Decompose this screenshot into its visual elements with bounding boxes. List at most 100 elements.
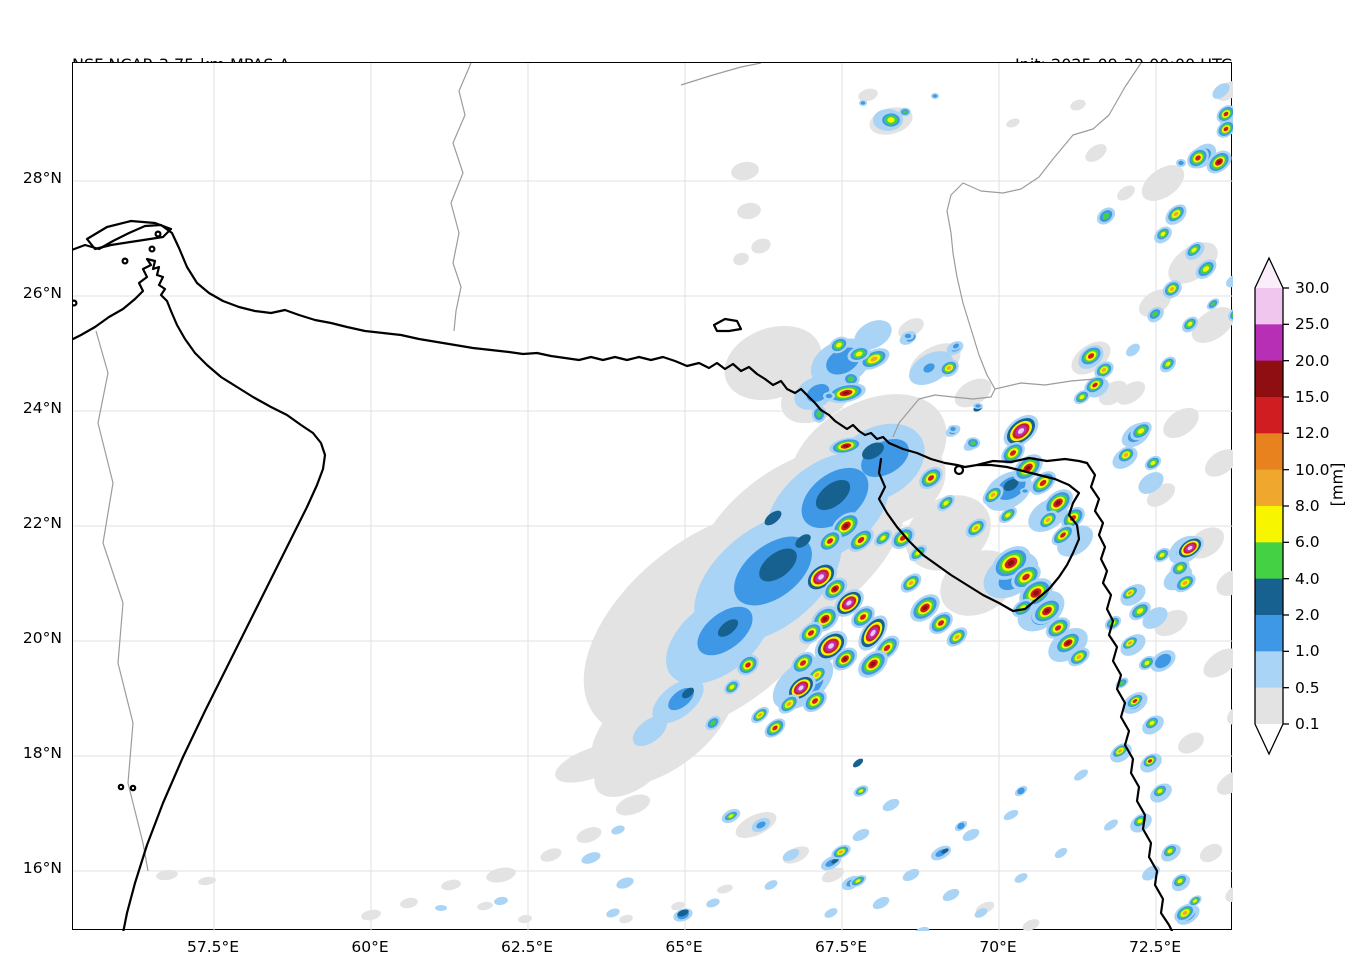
precip-patch-light	[198, 876, 216, 886]
precip-patch-light	[1022, 919, 1040, 931]
precip-patch-lightblue	[706, 898, 720, 908]
precip-cell	[1003, 414, 1039, 448]
precip-cell	[1116, 446, 1136, 464]
precip-cell	[832, 647, 858, 671]
precip-cell	[965, 437, 981, 449]
precip-patch-darkblue	[1003, 479, 1019, 491]
precip-cell-ring	[1022, 573, 1030, 581]
precip-cell	[1161, 843, 1179, 859]
precip-patch-light	[555, 743, 631, 783]
precip-cell	[834, 589, 864, 617]
border-oman-uae	[95, 330, 149, 872]
colorbar-tick-label: 25.0	[1295, 315, 1330, 334]
precip-cell	[1143, 715, 1161, 731]
precip-cell	[826, 382, 866, 404]
precip-patch-darkblue	[795, 534, 811, 548]
precip-cell	[1138, 655, 1156, 671]
precip-cell	[778, 694, 800, 714]
precip-cell-ring	[1223, 111, 1229, 117]
precip-cell-ring	[870, 661, 876, 667]
y-axis-tick-label: 18°N	[22, 744, 62, 762]
precip-cell-ring	[832, 587, 838, 591]
precip-cell-ring	[1193, 899, 1197, 903]
precip-cell	[1020, 488, 1030, 494]
y-axis-tick-label: 28°N	[22, 169, 62, 187]
precip-patch-light	[751, 238, 771, 254]
precip-cell	[999, 506, 1017, 524]
precip-cell	[849, 875, 867, 887]
precip-patch-midblue	[1017, 787, 1025, 795]
colorbar-segment	[1255, 433, 1283, 471]
precip-cell-ring	[1055, 500, 1061, 506]
precip-cell	[1153, 547, 1171, 563]
colorbar-unit-label: [mm]	[1327, 462, 1347, 506]
precip-patch-light	[1204, 449, 1233, 477]
colorbar-segment	[1255, 615, 1283, 652]
precip-cell-ring	[811, 698, 819, 704]
precip-cell	[1151, 783, 1169, 799]
precip-patch-darkblue	[815, 479, 851, 511]
precip-cell	[1130, 421, 1152, 441]
colorbar-segment	[1255, 578, 1283, 616]
colorbar-tick-label: 0.1	[1295, 715, 1320, 733]
precip-cell	[1073, 389, 1091, 405]
precip-patch-light	[1070, 99, 1086, 111]
precip-cell-ring	[846, 600, 852, 606]
x-axis-tick-label: 70°E	[979, 938, 1017, 956]
precip-cell	[1160, 356, 1176, 372]
precip-cell-ring	[1087, 353, 1095, 359]
precip-cell	[1084, 375, 1106, 395]
precip-patch-light	[615, 794, 651, 816]
precip-cell-ring	[1119, 680, 1125, 686]
precip-cell-ring	[1127, 641, 1133, 645]
precip-cell-ring	[970, 440, 976, 446]
y-axis-tick-label: 16°N	[22, 859, 62, 877]
precip-cell-ring	[1167, 848, 1173, 854]
precip-patch-darkblue	[681, 687, 695, 699]
precip-cell-ring	[1165, 361, 1171, 367]
precip-cell	[1037, 510, 1059, 530]
y-axis-tick-label: 24°N	[22, 399, 62, 417]
precip-cell	[1216, 120, 1233, 138]
precip-cell-ring	[1127, 591, 1133, 595]
precip-cell-ring	[1054, 625, 1062, 631]
precip-cell-ring	[1102, 212, 1110, 220]
colorbar-tick-label: 6.0	[1295, 533, 1320, 552]
precip-cell	[859, 100, 867, 106]
colorbar-segment	[1255, 651, 1283, 689]
precip-patch-lightblue	[1054, 847, 1068, 859]
colorbar-unit: [mm]	[1316, 400, 1358, 568]
precip-cell-ring	[757, 713, 763, 717]
precip-patch-lightblue	[616, 877, 634, 889]
precip-cell-ring	[1044, 608, 1050, 614]
precip-patch-lightblue	[1003, 809, 1019, 821]
precip-cell-ring	[1178, 160, 1184, 166]
precip-cell	[829, 437, 863, 455]
precip-cell	[1110, 743, 1130, 759]
precip-cell-ring	[1149, 720, 1155, 726]
colorbar-segment	[1255, 506, 1283, 543]
precip-cell-ring	[814, 672, 820, 678]
colorbar-tick-label: 0.5	[1295, 678, 1320, 697]
precip-patch-lightblue	[782, 848, 800, 862]
colorbar-segment	[1255, 360, 1283, 398]
precip-patch-light	[1225, 884, 1233, 902]
precip-cell-ring	[883, 644, 891, 652]
precip-cell-ring	[1132, 699, 1138, 703]
precip-cell	[948, 425, 958, 433]
colorbar: 30.0 25.0 20.0 15.0 12.0 10.0 8.0 6.0 4.0 2.0 1.0 0…	[1251, 254, 1366, 764]
precip-cell-ring	[799, 660, 807, 666]
colorbar-tick-label: 20.0	[1295, 351, 1330, 370]
precip-cell	[818, 529, 842, 553]
precip-cell-ring	[1137, 428, 1145, 434]
precip-cell	[1170, 559, 1190, 577]
precip-patch-lightblue	[1212, 83, 1230, 99]
precip-patch-darkblue	[852, 758, 864, 768]
precip-cell	[831, 844, 851, 860]
precip-cell-ring	[950, 426, 956, 432]
precip-patch-darkblue	[941, 848, 949, 854]
precip-cell	[1001, 441, 1025, 465]
precip-cell	[931, 93, 939, 99]
precip-cell	[1195, 259, 1217, 279]
precip-patch-light	[737, 202, 761, 220]
